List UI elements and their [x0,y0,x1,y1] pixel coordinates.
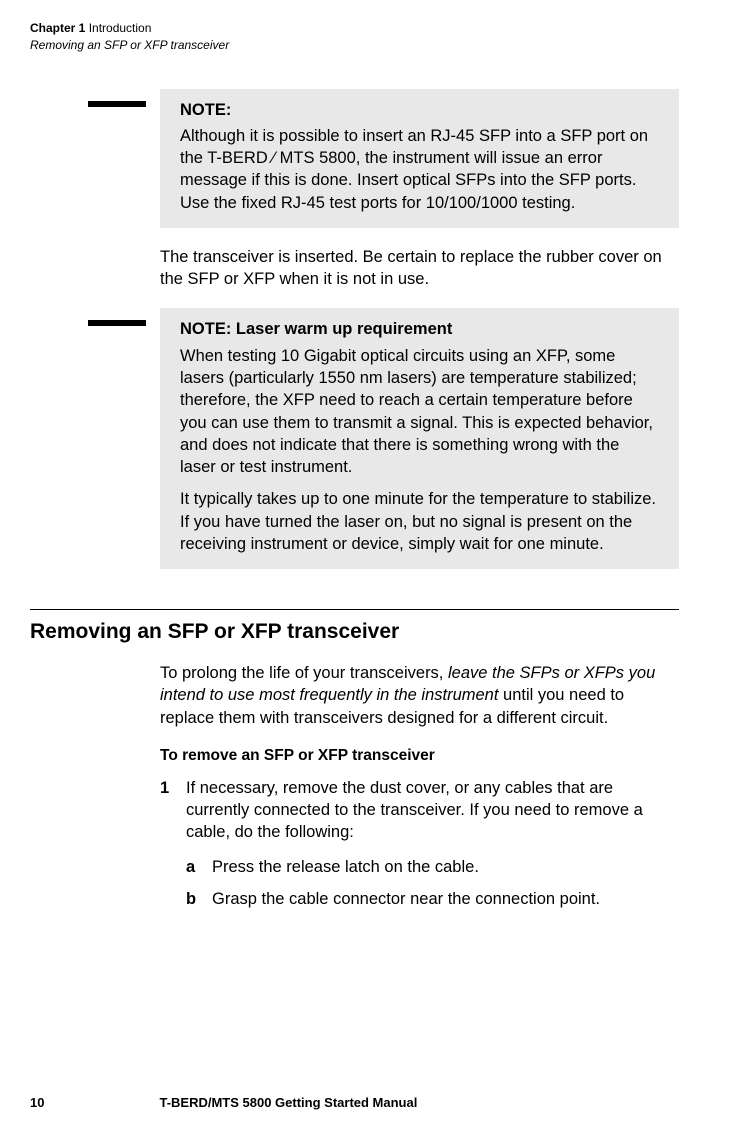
note2-title: NOTE: Laser warm up requirement [180,318,659,340]
chapter-number: Chapter 1 [30,21,85,35]
page-header: Chapter 1 Introduction Removing an SFP o… [30,20,679,54]
numbered-list: 1 If necessary, remove the dust cover, o… [160,777,679,844]
procedure-heading: To remove an SFP or XFP transceiver [160,747,679,765]
sub-list: a Press the release latch on the cable. … [186,856,679,911]
step-text: If necessary, remove the dust cover, or … [186,777,679,844]
note-marker-icon [88,320,146,326]
note2-p2: It typically takes up to one minute for … [180,488,659,555]
section-intro-para: To prolong the life of your transceivers… [160,662,679,729]
note2-p1: When testing 10 Gigabit optical circuits… [180,345,659,479]
footer-title: T-BERD/MTS 5800 Getting Started Manual [159,1095,417,1110]
paragraph-transceiver-inserted: The transceiver is inserted. Be certain … [160,246,679,291]
note2-body: When testing 10 Gigabit optical circuits… [180,345,659,555]
note-box-1: NOTE: Although it is possible to insert … [160,89,679,228]
header-chapter: Chapter 1 Introduction [30,20,679,37]
note-box-2: NOTE: Laser warm up requirement When tes… [160,308,679,569]
list-item: 1 If necessary, remove the dust cover, o… [160,777,679,844]
substep-text: Press the release latch on the cable. [212,856,679,878]
header-section: Removing an SFP or XFP transceiver [30,37,679,54]
list-item: b Grasp the cable connector near the con… [186,888,679,910]
para-pre: To prolong the life of your transceivers… [160,664,448,682]
section-divider [30,609,679,610]
chapter-title: Introduction [85,21,151,35]
note1-body: Although it is possible to insert an RJ-… [180,125,659,214]
list-item: a Press the release latch on the cable. [186,856,679,878]
substep-label: b [186,888,212,910]
note1-text: Although it is possible to insert an RJ-… [180,125,659,214]
substep-text: Grasp the cable connector near the conne… [212,888,679,910]
page-number: 10 [30,1095,44,1110]
section-heading: Removing an SFP or XFP transceiver [30,620,679,644]
note1-title: NOTE: [180,99,659,121]
substep-label: a [186,856,212,878]
step-number: 1 [160,777,186,844]
note-marker-icon [88,101,146,107]
page-footer: 10 T-BERD/MTS 5800 Getting Started Manual [30,1095,679,1110]
